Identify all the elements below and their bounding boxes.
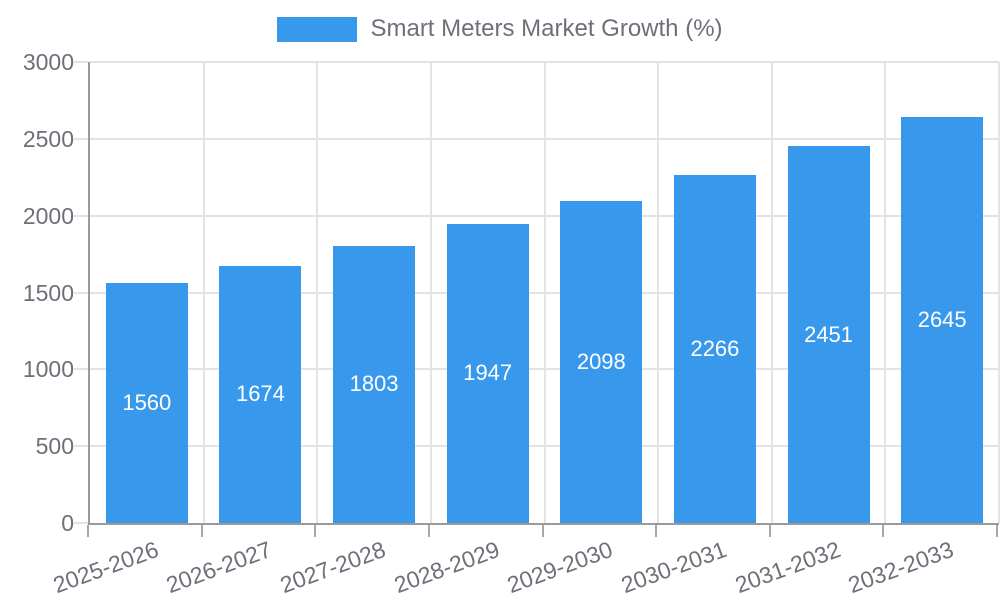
gridline-vertical — [657, 62, 660, 523]
x-axis-tick — [200, 525, 203, 537]
gridline-vertical — [316, 62, 319, 523]
bar-value-label: 2451 — [804, 321, 854, 347]
bar-value-label: 2645 — [917, 306, 967, 332]
y-axis-tick — [74, 522, 88, 524]
x-axis-tick — [427, 525, 430, 537]
x-axis-tick — [541, 525, 544, 537]
bar-2031-2032[interactable]: 2451 — [787, 146, 870, 523]
gridline-vertical — [770, 62, 773, 523]
bar-value-label: 2266 — [690, 335, 740, 361]
bar-2028-2029[interactable]: 1947 — [446, 223, 529, 523]
x-axis-tick — [996, 525, 998, 537]
bar-2032-2033[interactable]: 2645 — [901, 116, 984, 523]
x-axis-tick — [882, 525, 885, 537]
x-tick-label: 2032-2033 — [844, 536, 958, 599]
y-tick-label: 3000 — [22, 49, 74, 75]
bar-2029-2030[interactable]: 2098 — [560, 200, 643, 523]
y-tick-label: 0 — [61, 510, 74, 536]
legend-label: Smart Meters Market Growth (%) — [370, 15, 723, 42]
y-axis-tick — [74, 445, 88, 448]
legend-swatch-icon — [277, 16, 358, 42]
y-axis-tick — [74, 291, 88, 294]
legend-item[interactable]: Smart Meters Market Growth (%) — [0, 16, 1000, 42]
gridline-vertical — [543, 62, 546, 523]
y-axis-tick — [74, 137, 88, 140]
y-axis-tick — [74, 368, 88, 371]
bar-2030-2031[interactable]: 2266 — [673, 174, 756, 523]
x-axis-tick — [655, 525, 658, 537]
bar-value-label: 1560 — [122, 390, 172, 416]
x-tick-label: 2031-2032 — [731, 536, 844, 599]
x-tick-label: 2027-2028 — [276, 536, 389, 599]
y-axis-tick — [74, 61, 88, 63]
bar-value-label: 1674 — [235, 381, 285, 407]
x-tick-label: 2026-2027 — [163, 536, 276, 599]
y-tick-label: 2500 — [22, 125, 74, 152]
bar-2027-2028[interactable]: 1803 — [333, 245, 416, 523]
x-tick-label: 2025-2026 — [49, 536, 162, 599]
gridline-vertical — [998, 62, 1000, 523]
x-axis-tick — [314, 525, 317, 537]
gridline-vertical — [884, 62, 887, 523]
y-tick-label: 500 — [35, 433, 74, 460]
y-tick-label: 1000 — [22, 356, 74, 383]
bar-2025-2026[interactable]: 1560 — [105, 283, 188, 523]
x-tick-label: 2030-2031 — [617, 536, 730, 599]
y-tick-label: 1500 — [22, 279, 74, 306]
y-tick-label: 2000 — [22, 202, 74, 229]
x-tick-label: 2028-2029 — [390, 536, 503, 599]
gridline-vertical — [202, 62, 205, 523]
y-axis-tick — [74, 214, 88, 217]
x-axis-tick — [87, 525, 89, 537]
gridline-vertical — [429, 62, 432, 523]
plot-area: 1560 1674 1803 1947 2098 2266 2451 2645 — [88, 61, 1000, 525]
bar-2026-2027[interactable]: 1674 — [219, 265, 302, 523]
bar-value-label: 1803 — [349, 371, 399, 397]
bar-value-label: 2098 — [576, 348, 626, 374]
bar-value-label: 1947 — [463, 360, 513, 386]
x-tick-label: 2029-2030 — [503, 536, 617, 599]
x-axis-tick — [768, 525, 771, 537]
